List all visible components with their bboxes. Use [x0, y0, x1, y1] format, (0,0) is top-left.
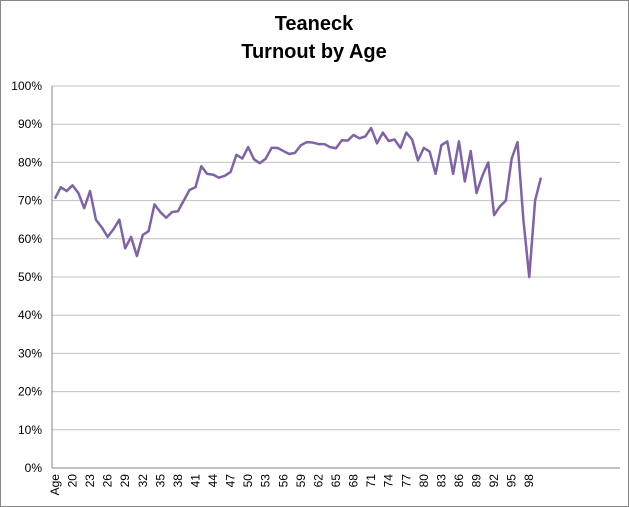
- x-tick-label: 83: [434, 474, 448, 488]
- x-tick-label: 32: [136, 474, 150, 488]
- x-tick-label: 92: [487, 474, 501, 488]
- line-series: [53, 126, 543, 279]
- x-tick-label: 71: [364, 474, 378, 488]
- x-tick-label: 68: [347, 474, 361, 488]
- y-tick-label: 50%: [18, 270, 42, 284]
- y-tick-label: 100%: [11, 79, 42, 93]
- x-tick-label: 95: [505, 474, 519, 488]
- y-tick-label: 30%: [18, 346, 42, 360]
- chart-title: Teaneck: [275, 13, 354, 35]
- x-tick-label: 80: [417, 474, 431, 488]
- y-tick-label: 10%: [18, 423, 42, 437]
- x-tick-label: 38: [171, 474, 185, 488]
- x-tick-label: Age: [48, 474, 62, 496]
- y-tick-label: 70%: [18, 194, 42, 208]
- x-tick-label: 47: [224, 474, 238, 488]
- x-tick-label: 20: [65, 474, 79, 488]
- x-tick-label: 98: [522, 474, 536, 488]
- x-tick-label: 65: [329, 474, 343, 488]
- y-tick-label: 60%: [18, 232, 42, 246]
- x-tick-label: 62: [311, 474, 325, 488]
- y-tick-label: 80%: [18, 155, 42, 169]
- y-tick-label: 40%: [18, 308, 42, 322]
- x-tick-label: 29: [118, 474, 132, 488]
- y-tick-label: 0%: [25, 461, 43, 475]
- y-tick-label: 90%: [18, 117, 42, 131]
- x-tick-label: 50: [241, 474, 255, 488]
- x-tick-label: 89: [470, 474, 484, 488]
- x-tick-label: 59: [294, 474, 308, 488]
- x-tick-label: 35: [153, 474, 167, 488]
- x-tick-label: 41: [188, 474, 202, 488]
- x-tick-label: 74: [382, 474, 396, 488]
- x-tick-label: 26: [101, 474, 115, 488]
- y-tick-label: 20%: [18, 385, 42, 399]
- chart-subtitle: Turnout by Age: [241, 41, 387, 63]
- x-tick-label: 23: [83, 474, 97, 488]
- x-tick-label: 53: [259, 474, 273, 488]
- x-tick-label: 86: [452, 474, 466, 488]
- x-tick-label: 77: [399, 474, 413, 488]
- x-tick-label: 56: [276, 474, 290, 488]
- x-tick-label: 44: [206, 474, 220, 488]
